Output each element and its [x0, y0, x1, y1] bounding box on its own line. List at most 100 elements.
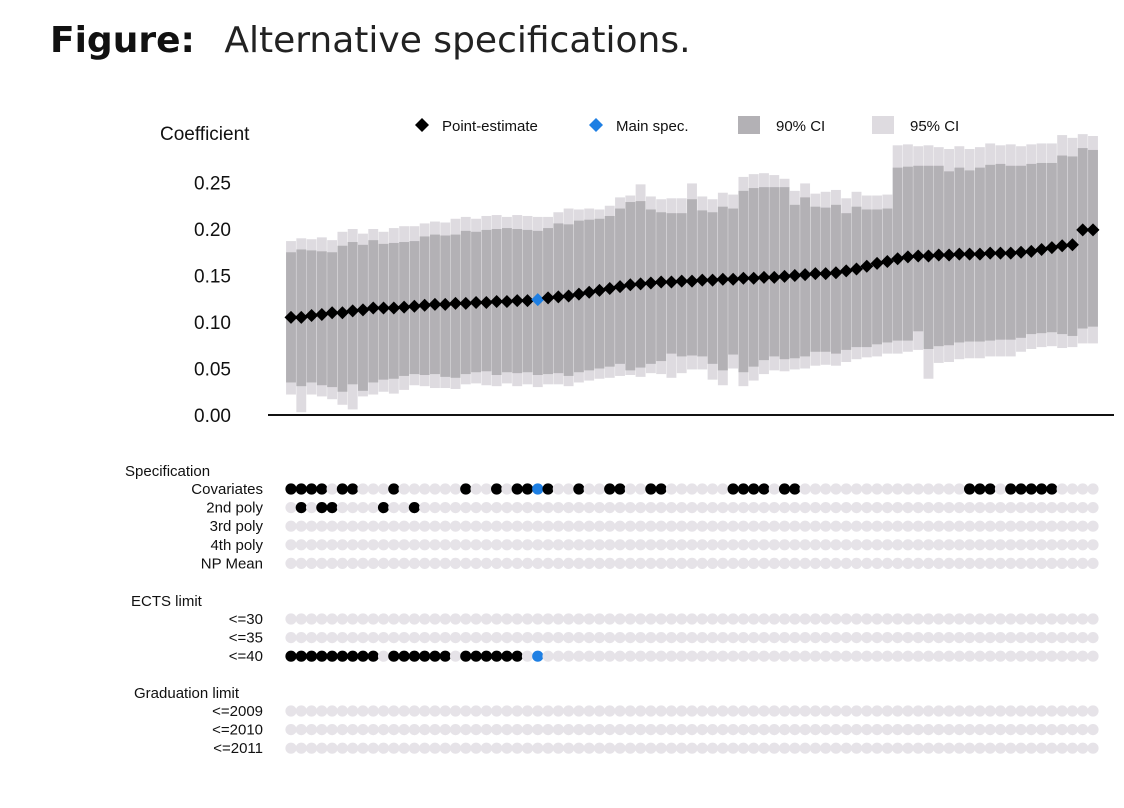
spec-dot-inactive — [881, 483, 893, 495]
spec-dot-inactive — [820, 502, 832, 514]
spec-dot-inactive — [799, 539, 811, 551]
spec-dot-inactive — [933, 483, 945, 495]
spec-dot-inactive — [933, 650, 945, 662]
spec-dot-inactive — [470, 613, 482, 625]
spec-dot-inactive — [593, 650, 606, 662]
spec-dot-inactive — [737, 502, 750, 514]
spec-dot-inactive — [830, 742, 842, 754]
spec-dot-inactive — [429, 483, 441, 495]
spec-dot-inactive — [460, 705, 472, 717]
spec-dot-inactive — [717, 502, 729, 514]
spec-dot-inactive — [758, 520, 770, 532]
spec-dot-inactive — [285, 557, 297, 570]
spec-dot-inactive — [583, 520, 595, 532]
spec-dot-active — [573, 483, 585, 495]
spec-dot-inactive — [521, 502, 534, 514]
spec-dot-inactive — [491, 502, 503, 514]
point-estimate — [829, 266, 843, 280]
spec-dot-inactive — [563, 502, 575, 514]
spec-dot-active — [542, 483, 554, 495]
spec-dot-inactive — [686, 557, 698, 570]
spec-dot-inactive — [686, 705, 698, 717]
spec-dot-inactive — [758, 557, 770, 570]
spec-dot-inactive — [634, 613, 647, 625]
figure-label: Figure: — [50, 20, 195, 61]
spec-dot-inactive — [871, 632, 883, 644]
spec-dot-inactive — [933, 502, 945, 514]
spec-dot-active — [419, 650, 431, 662]
spec-dot-inactive — [491, 520, 503, 532]
spec-dot-inactive — [573, 502, 585, 514]
spec-dot-inactive — [326, 613, 338, 625]
y-tick-label: 0.20 — [194, 220, 231, 241]
spec-dot-inactive — [449, 724, 462, 736]
spec-dot-inactive — [706, 483, 719, 495]
spec-dot-inactive — [953, 742, 965, 754]
spec-dot-inactive — [593, 705, 606, 717]
spec-dot-inactive — [1015, 557, 1027, 570]
spec-dot-inactive — [336, 705, 349, 717]
spec-dot-inactive — [521, 557, 534, 570]
spec-dot-inactive — [634, 539, 647, 551]
spec-dot-inactive — [1035, 502, 1048, 514]
spec-dot-inactive — [1066, 539, 1079, 551]
spec-dot-inactive — [285, 520, 297, 532]
spec-dot-inactive — [974, 632, 986, 644]
spec-dot-inactive — [758, 613, 770, 625]
spec-dot-inactive — [449, 483, 462, 495]
spec-dot-inactive — [1015, 724, 1027, 736]
spec-dot-inactive — [398, 557, 410, 570]
point-estimate — [377, 301, 391, 315]
spec-dot-inactive — [377, 483, 390, 495]
spec-dot-inactive — [892, 742, 904, 754]
spec-dot-inactive — [850, 613, 863, 625]
spec-dot-inactive — [881, 557, 893, 570]
spec-dot-inactive — [820, 539, 832, 551]
spec-dot-inactive — [573, 520, 585, 532]
spec-dot-inactive — [542, 613, 554, 625]
spec-dot-inactive — [624, 724, 636, 736]
ci90-bar — [841, 213, 852, 350]
spec-dot-inactive — [933, 539, 945, 551]
spec-dot-active — [491, 483, 503, 495]
spec-dot-inactive — [604, 502, 616, 514]
spec-dot-inactive — [953, 557, 965, 570]
matrix-row-label: <=30 — [229, 611, 263, 628]
spec-dot-inactive — [748, 742, 760, 754]
spec-dot-inactive — [624, 742, 636, 754]
spec-dot-inactive — [922, 705, 935, 717]
spec-dot-inactive — [696, 742, 708, 754]
point-estimate — [891, 252, 905, 266]
spec-dot-inactive — [799, 632, 811, 644]
spec-dot-inactive — [285, 632, 297, 644]
spec-dot-inactive — [552, 742, 564, 754]
point-estimate — [685, 274, 699, 288]
spec-dot-inactive — [881, 539, 893, 551]
spec-dot-inactive — [552, 705, 564, 717]
spec-dot-inactive — [521, 742, 534, 754]
main-spec-point — [531, 293, 545, 307]
spec-dot-inactive — [912, 520, 924, 532]
spec-dot-inactive — [491, 613, 503, 625]
point-estimate — [860, 259, 874, 273]
ci90-bar — [327, 252, 338, 388]
spec-dot-inactive — [1005, 742, 1017, 754]
spec-dot-inactive — [347, 502, 359, 514]
spec-dot-inactive — [604, 613, 616, 625]
spec-dot-inactive — [645, 520, 657, 532]
spec-dot-inactive — [912, 613, 924, 625]
spec-dot-inactive — [614, 650, 626, 662]
spec-dot-inactive — [892, 483, 904, 495]
spec-dot-inactive — [347, 613, 359, 625]
spec-dot-inactive — [706, 502, 719, 514]
figure-caption: Alternative specifications. — [224, 20, 691, 61]
spec-dot-inactive — [799, 557, 811, 570]
spec-dot-inactive — [902, 650, 914, 662]
spec-dot-inactive — [943, 613, 955, 625]
spec-dot-inactive — [758, 724, 770, 736]
spec-dot-inactive — [717, 613, 729, 625]
spec-dot-inactive — [1066, 613, 1079, 625]
legend-label: 95% CI — [910, 118, 959, 135]
spec-dot-inactive — [1015, 650, 1027, 662]
spec-dot-inactive — [295, 632, 307, 644]
